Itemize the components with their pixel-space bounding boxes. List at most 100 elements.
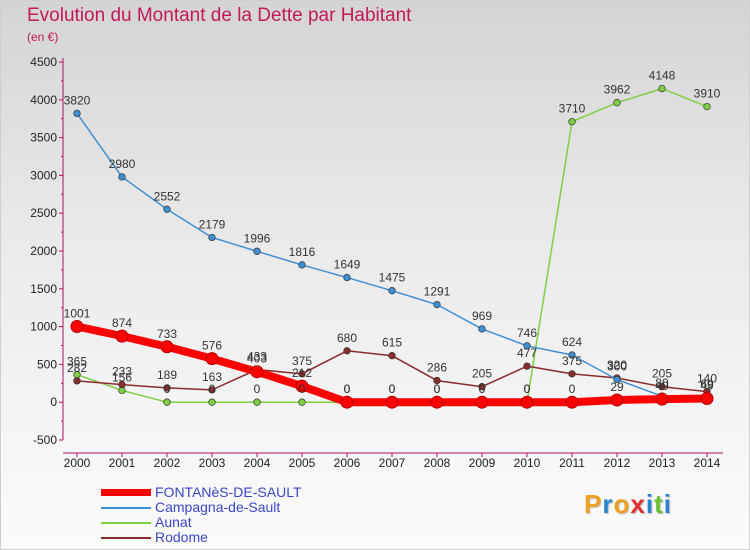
- data-point-3: [343, 347, 351, 355]
- data-label: 375: [562, 354, 582, 368]
- y-tick-label: 500: [37, 357, 57, 371]
- logo-letter: i: [645, 489, 655, 519]
- axes: -500050010001500200025003000350040004500…: [30, 55, 723, 470]
- data-label: 0: [344, 382, 351, 396]
- data-point-1: [478, 325, 486, 333]
- data-label: 1475: [379, 271, 406, 285]
- x-tick-label: 2014: [694, 456, 721, 470]
- data-label: 375: [292, 354, 312, 368]
- data-label: 1649: [334, 258, 361, 272]
- data-label: 433: [247, 349, 267, 363]
- data-label: 0: [344, 382, 351, 396]
- x-tick-label: 2010: [514, 456, 541, 470]
- data-label: 156: [112, 370, 132, 384]
- data-label: 477: [517, 346, 537, 360]
- data-point-0: [385, 395, 399, 409]
- data-point-0: [475, 395, 489, 409]
- data-point-1: [253, 247, 261, 255]
- data-label: 140: [697, 372, 717, 386]
- y-tick-label: -500: [33, 433, 57, 447]
- legend-swatch: [101, 521, 151, 524]
- logo-letter: i: [663, 489, 672, 519]
- x-tick-label: 2001: [109, 456, 136, 470]
- data-label: 49: [700, 378, 714, 392]
- legend-swatch: [101, 489, 151, 496]
- data-point-3: [478, 383, 486, 391]
- y-tick-label: 0: [50, 395, 57, 409]
- logo-letter: t: [654, 489, 664, 519]
- data-point-3: [523, 362, 531, 370]
- data-label: 2552: [154, 189, 181, 203]
- data-point-2: [703, 102, 711, 111]
- data-label: 0: [524, 382, 531, 396]
- data-label: 0: [299, 382, 306, 396]
- data-point-2: [568, 118, 576, 126]
- data-point-0: [655, 392, 669, 406]
- legend-label: Campagna-de-Sault: [155, 499, 281, 515]
- legend-item: Rodome: [101, 530, 302, 545]
- data-label: 3710: [559, 102, 586, 116]
- data-point-2: [298, 398, 306, 406]
- y-tick-label: 2000: [30, 244, 57, 258]
- y-tick-label: 3000: [30, 168, 57, 182]
- data-point-0: [250, 365, 264, 379]
- data-label: 4148: [649, 69, 676, 83]
- y-tick-label: 4000: [30, 93, 57, 107]
- data-point-0: [205, 352, 219, 366]
- data-point-0: [520, 395, 534, 409]
- data-point-0: [565, 395, 579, 409]
- data-point-1: [208, 233, 216, 242]
- y-tick-label: 3500: [30, 131, 57, 145]
- data-point-1: [388, 287, 396, 295]
- data-label: 0: [479, 382, 486, 396]
- x-tick-label: 2007: [379, 456, 406, 470]
- data-label: 874: [112, 316, 132, 330]
- data-label: 189: [157, 368, 177, 382]
- data-point-1: [613, 375, 621, 384]
- data-label: 0: [479, 382, 486, 396]
- logo-letter: x: [630, 489, 646, 519]
- logo-letter: o: [613, 489, 631, 519]
- data-point-3: [658, 383, 666, 391]
- y-tick-label: 4500: [30, 55, 57, 69]
- data-point-3: [433, 376, 441, 385]
- x-tick-label: 2008: [424, 456, 451, 470]
- data-label: 3910: [694, 87, 721, 101]
- data-label: 282: [67, 361, 87, 375]
- data-label: 0: [164, 382, 171, 396]
- proxiti-logo: Proxiti: [584, 489, 672, 520]
- data-label: 0: [569, 382, 576, 396]
- data-label: 2179: [199, 217, 226, 231]
- data-label: 0: [434, 382, 441, 396]
- data-label: 233: [112, 365, 132, 379]
- data-point-1: [523, 342, 531, 350]
- data-point-0: [295, 379, 309, 393]
- data-label: 1816: [289, 245, 316, 259]
- data-point-3: [118, 380, 126, 389]
- data-label: 1291: [424, 285, 451, 299]
- data-point-0: [610, 393, 624, 407]
- data-label: 365: [67, 355, 87, 369]
- data-point-3: [208, 386, 216, 394]
- data-point-0: [70, 320, 84, 334]
- data-point-2: [163, 398, 171, 406]
- data-label: 1996: [244, 231, 271, 245]
- logo-letter: r: [602, 489, 614, 519]
- logo-letter: P: [584, 489, 603, 519]
- data-point-1: [73, 109, 81, 118]
- data-label: 733: [157, 327, 177, 341]
- data-label: 1001: [64, 307, 91, 321]
- data-point-2: [658, 84, 666, 93]
- data-point-0: [430, 395, 444, 409]
- x-tick-label: 2011: [559, 456, 585, 470]
- data-point-0: [115, 329, 129, 343]
- data-label: 615: [382, 336, 402, 350]
- x-tick-label: 2002: [154, 456, 181, 470]
- legend-label: FONTANèS-DE-SAULT: [155, 484, 302, 500]
- y-tick-label: 1000: [30, 320, 57, 334]
- data-label: 0: [254, 382, 261, 396]
- data-point-2: [208, 398, 216, 406]
- chart-title: Evolution du Montant de la Dette par Hab…: [27, 5, 412, 26]
- legend-item: Campagna-de-Sault: [101, 500, 302, 515]
